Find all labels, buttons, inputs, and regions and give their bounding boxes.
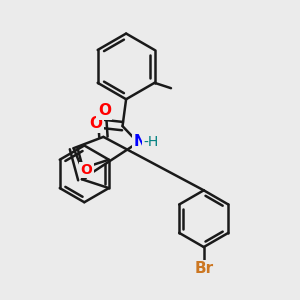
Text: O: O (98, 103, 111, 118)
Text: N: N (133, 134, 146, 149)
Text: O: O (81, 163, 93, 177)
Text: O: O (89, 116, 102, 131)
Text: Br: Br (194, 261, 213, 276)
Text: -H: -H (143, 135, 158, 148)
